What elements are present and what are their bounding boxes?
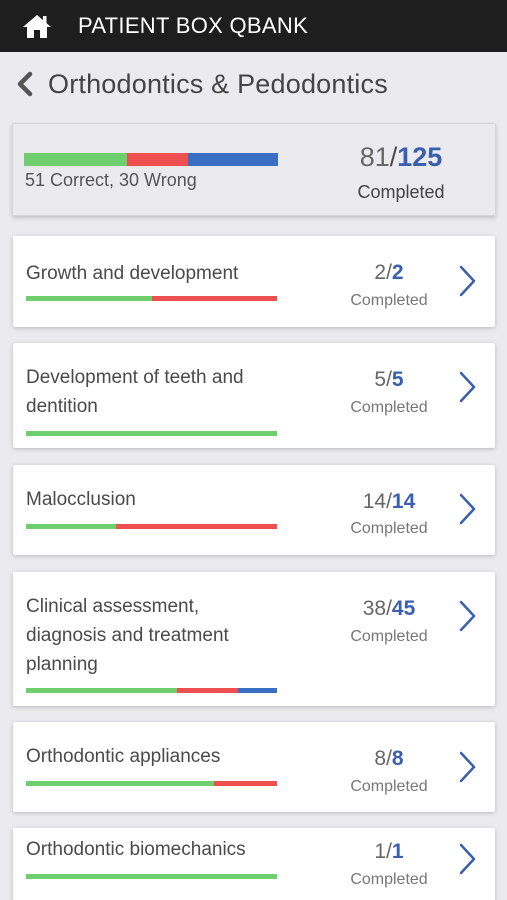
topic-count: 1/1 xyxy=(374,840,404,863)
topic-remaining-segment xyxy=(238,688,277,693)
topic-progress-bar xyxy=(26,781,277,786)
chevron-right-icon[interactable] xyxy=(456,370,478,404)
topic-count: 38/45 xyxy=(362,597,416,620)
topic-count: 14/14 xyxy=(362,490,416,513)
summary-progress-bar xyxy=(24,153,278,166)
subject-header: Orthodontics & Pedodontics xyxy=(0,52,507,116)
topic-total: 5 xyxy=(391,368,404,391)
topic-correct-segment xyxy=(26,688,177,693)
chevron-right-icon[interactable] xyxy=(456,842,478,876)
topic-total: 8 xyxy=(391,747,404,770)
topic-card[interactable]: Orthodontic appliances 8/8 Completed xyxy=(13,722,495,812)
topic-correct-segment xyxy=(26,431,277,436)
home-icon[interactable] xyxy=(22,13,52,39)
topic-wrong-segment xyxy=(176,688,239,693)
topic-completed-label: Completed xyxy=(350,292,428,309)
topic-completed: 5 xyxy=(374,368,387,391)
topic-progress-bar xyxy=(26,296,277,301)
topic-wrong-segment xyxy=(214,781,277,786)
topic-count: 8/8 xyxy=(374,747,404,770)
back-chevron-icon[interactable] xyxy=(14,69,36,99)
topic-completed-label: Completed xyxy=(350,399,428,416)
topic-card[interactable]: Development of teeth and dentition 5/5 C… xyxy=(13,343,495,448)
topic-correct-segment xyxy=(26,524,117,529)
topic-correct-segment xyxy=(26,296,152,301)
summary-remaining-segment xyxy=(188,153,278,166)
topic-completed-label: Completed xyxy=(350,778,428,795)
topic-completed-label: Completed xyxy=(350,520,428,537)
topic-completed-label: Completed xyxy=(350,628,428,645)
topic-progress-bar xyxy=(26,524,277,529)
topic-completed: 1 xyxy=(374,840,387,863)
topic-name: Clinical assessment, diagnosis and treat… xyxy=(26,596,229,675)
topic-count: 2/2 xyxy=(374,261,404,284)
topic-name: Development of teeth and dentition xyxy=(26,367,244,417)
topic-completed: 38 xyxy=(362,597,387,620)
summary-wrong-segment xyxy=(127,153,188,166)
summary-card: 51 Correct, 30 Wrong 81/125 Completed xyxy=(12,123,496,216)
topic-total: 2 xyxy=(391,261,404,284)
topic-card[interactable]: Clinical assessment, diagnosis and treat… xyxy=(13,572,495,706)
topic-total: 45 xyxy=(391,597,416,620)
summary-stats: 51 Correct, 30 Wrong xyxy=(25,170,197,190)
topic-progress-bar xyxy=(26,431,277,436)
chevron-right-icon[interactable] xyxy=(456,264,478,298)
topic-card[interactable]: Malocclusion 14/14 Completed xyxy=(13,465,495,555)
summary-correct-segment xyxy=(24,153,127,166)
topic-progress-bar xyxy=(26,688,277,693)
topic-name: Malocclusion xyxy=(26,489,136,510)
topic-total: 1 xyxy=(391,840,404,863)
summary-completed-label: Completed xyxy=(357,182,445,202)
topic-count: 5/5 xyxy=(374,368,404,391)
topic-total: 14 xyxy=(391,490,416,513)
topic-completed: 2 xyxy=(374,261,387,284)
chevron-right-icon[interactable] xyxy=(456,599,478,633)
topic-name: Growth and development xyxy=(26,263,239,284)
topic-name: Orthodontic biomechanics xyxy=(26,839,246,860)
summary-count: 81/125 xyxy=(359,142,443,172)
topic-name: Orthodontic appliances xyxy=(26,746,221,767)
summary-completed: 81 xyxy=(359,142,390,172)
chevron-right-icon[interactable] xyxy=(456,492,478,526)
topic-completed: 14 xyxy=(362,490,387,513)
topic-completed: 8 xyxy=(374,747,387,770)
topic-card[interactable]: Orthodontic biomechanics 1/1 Completed xyxy=(13,828,495,900)
topic-progress-bar xyxy=(26,874,277,879)
topic-wrong-segment xyxy=(151,296,277,301)
topic-correct-segment xyxy=(26,874,277,879)
app-bar: PATIENT BOX QBANK xyxy=(0,0,507,52)
topic-correct-segment xyxy=(26,781,215,786)
summary-total: 125 xyxy=(397,142,443,172)
topic-completed-label: Completed xyxy=(350,871,428,888)
app-title: PATIENT BOX QBANK xyxy=(78,13,309,38)
topic-card[interactable]: Growth and development 2/2 Completed xyxy=(13,236,495,327)
topic-wrong-segment xyxy=(116,524,277,529)
subject-title: Orthodontics & Pedodontics xyxy=(48,68,388,99)
chevron-right-icon[interactable] xyxy=(456,750,478,784)
